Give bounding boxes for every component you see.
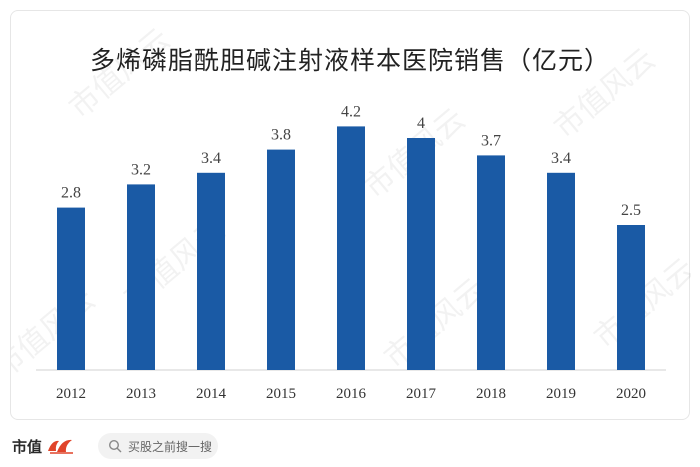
x-tick-label-2018: 2018 bbox=[476, 386, 506, 402]
bar-2014 bbox=[197, 172, 225, 370]
chart-canvas: 市值风云市值风云市值风云市值风云市值风云市值风云市值风云 2.83.23.43.… bbox=[11, 22, 691, 402]
footer-bar: 市值 买股之前搜一搜 bbox=[0, 426, 700, 467]
chart-title: 多烯磷脂酰胆碱注射液样本医院销售（亿元） bbox=[89, 46, 610, 75]
x-tick-label-2020: 2020 bbox=[616, 386, 646, 402]
bar-2015 bbox=[267, 149, 295, 370]
bar-2016 bbox=[337, 126, 365, 371]
data-label-2017: 4 bbox=[417, 115, 425, 132]
data-label-2018: 3.7 bbox=[481, 132, 501, 149]
bar-2018 bbox=[477, 155, 505, 370]
search-button[interactable]: 买股之前搜一搜 bbox=[98, 433, 218, 459]
bar-2013 bbox=[127, 184, 155, 370]
data-label-2015: 3.8 bbox=[271, 127, 291, 144]
chart-card: 市值风云市值风云市值风云市值风云市值风云市值风云市值风云 2.83.23.43.… bbox=[10, 10, 691, 420]
bar-2017 bbox=[407, 138, 435, 370]
x-tick-label-2015: 2015 bbox=[266, 386, 296, 402]
x-tick-label-2012: 2012 bbox=[56, 386, 86, 402]
data-label-2020: 2.5 bbox=[621, 202, 641, 219]
data-label-2019: 3.4 bbox=[551, 150, 571, 167]
brand-name: 市值 bbox=[12, 437, 43, 456]
bar-2019 bbox=[547, 172, 575, 370]
x-tick-label-2014: 2014 bbox=[196, 386, 227, 402]
x-tick-label-2016: 2016 bbox=[336, 386, 367, 402]
bar-2020 bbox=[617, 225, 645, 370]
x-tick-label-2017: 2017 bbox=[406, 386, 437, 402]
bar-2012 bbox=[57, 207, 85, 370]
search-label: 买股之前搜一搜 bbox=[128, 439, 213, 454]
brand-logo-icon bbox=[48, 439, 74, 454]
x-tick-label-2013: 2013 bbox=[126, 386, 156, 402]
data-label-2013: 3.2 bbox=[131, 161, 151, 178]
data-label-2012: 2.8 bbox=[61, 185, 81, 202]
search-icon bbox=[108, 439, 122, 453]
data-label-2016: 4.2 bbox=[341, 103, 361, 120]
x-tick-label-2019: 2019 bbox=[546, 386, 576, 402]
data-label-2014: 3.4 bbox=[201, 150, 221, 167]
brand[interactable]: 市值 bbox=[12, 432, 76, 460]
